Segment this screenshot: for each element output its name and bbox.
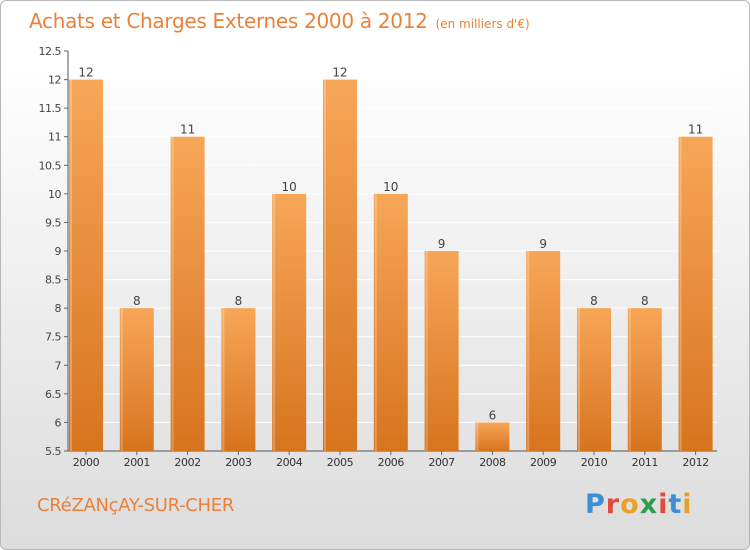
- value-label: 8: [235, 294, 243, 308]
- y-tick-label: 7.5: [45, 331, 61, 344]
- bar-highlight: [425, 251, 428, 451]
- bar-highlight: [476, 422, 479, 451]
- unit-label: (en milliers d'€): [435, 17, 530, 31]
- x-tick-label: 2004: [276, 456, 303, 469]
- logo-letter: t: [668, 489, 683, 520]
- proxiti-logo: Proxiti: [585, 489, 693, 520]
- x-tick-label: 2010: [581, 456, 608, 469]
- value-label: 8: [641, 294, 649, 308]
- x-tick-label: 2007: [428, 456, 455, 469]
- y-tick-label: 9: [55, 245, 62, 258]
- value-label: 9: [539, 237, 547, 251]
- bar-highlight: [324, 79, 326, 452]
- y-tick-label: 10.5: [39, 159, 62, 172]
- bar-2012: [678, 136, 713, 451]
- x-tick-label: 2005: [327, 456, 354, 469]
- x-tick-label: 2008: [479, 456, 506, 469]
- y-tick-label: 12: [48, 74, 61, 87]
- bar-2008: [475, 422, 510, 451]
- title-text: Achats et Charges Externes 2000 à 2012: [29, 9, 428, 33]
- value-label: 10: [383, 180, 398, 194]
- bar-2005: [323, 79, 357, 452]
- bars: [69, 79, 713, 452]
- bar-highlight: [628, 308, 631, 451]
- commune-name: CRéZANçAY-SUR-CHER: [37, 495, 235, 516]
- bar-highlight: [679, 136, 682, 451]
- y-tick-label: 6.5: [45, 388, 61, 401]
- x-tick-label: 2000: [73, 456, 100, 469]
- x-tick-label: 2009: [530, 456, 557, 469]
- bar-2006: [373, 193, 408, 451]
- y-tick-label: 11.5: [39, 102, 62, 115]
- value-label: 8: [133, 294, 141, 308]
- value-label: 10: [282, 180, 297, 194]
- value-label: 6: [489, 408, 497, 422]
- y-tick-label: 9.5: [45, 216, 61, 229]
- y-tick-label: 8: [55, 302, 62, 315]
- y-tick-label: 7: [55, 359, 62, 372]
- bar-highlight: [374, 193, 377, 451]
- logo-letter: i: [658, 489, 669, 520]
- bar-highlight: [171, 136, 174, 451]
- value-label: 11: [688, 123, 703, 137]
- value-label: 11: [180, 123, 195, 137]
- x-tick-label: 2002: [174, 456, 200, 469]
- value-label: 8: [590, 294, 598, 308]
- x-tick-label: 2011: [632, 456, 658, 469]
- logo-letter: r: [605, 489, 621, 520]
- x-tick-label: 2006: [378, 456, 405, 469]
- y-tick-label: 6: [55, 416, 62, 429]
- bar-highlight: [70, 79, 72, 452]
- bar-highlight: [527, 251, 530, 451]
- bar-2003: [221, 308, 256, 451]
- bar-highlight: [273, 193, 276, 451]
- logo-letter: x: [639, 489, 659, 520]
- bar-2011: [627, 308, 662, 451]
- value-label: 12: [332, 66, 347, 80]
- logo-letter: o: [620, 489, 640, 520]
- y-tick-label: 8.5: [45, 274, 61, 287]
- y-tick-label: 11: [48, 131, 61, 144]
- value-label: 12: [78, 66, 93, 80]
- bar-2000: [69, 79, 103, 452]
- bar-2007: [424, 251, 459, 451]
- bar-2009: [526, 251, 561, 451]
- bar-2010: [577, 308, 611, 451]
- chart-title: Achats et Charges Externes 2000 à 2012 (e…: [29, 9, 530, 33]
- bar-highlight: [578, 308, 580, 451]
- y-tick-label: 12.5: [39, 45, 62, 58]
- value-label: 9: [438, 237, 446, 251]
- bar-2001: [119, 308, 154, 451]
- bar-2004: [272, 193, 307, 451]
- x-tick-label: 2003: [225, 456, 252, 469]
- bar-2002: [170, 136, 205, 451]
- logo-letter: P: [585, 489, 606, 520]
- y-tick-label: 10: [48, 188, 61, 201]
- bar-highlight: [120, 308, 123, 451]
- x-tick-label: 2001: [124, 456, 150, 469]
- bar-highlight: [222, 308, 225, 451]
- labels: 5.5 6 6.5 7 7.5 8 8.5 9 9.5 10 10.5 11 11.5 12 12.5 12 2…: [39, 45, 710, 469]
- y-tick-label: 5.5: [45, 445, 61, 458]
- x-tick-label: 2012: [682, 456, 708, 469]
- logo-letter: i: [682, 489, 693, 520]
